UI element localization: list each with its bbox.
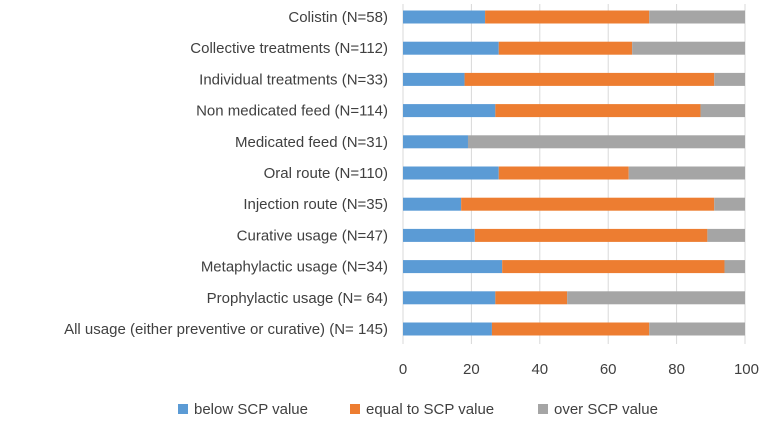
bar-segment bbox=[403, 10, 486, 24]
bar-segment bbox=[628, 166, 745, 180]
bar-segment bbox=[724, 260, 745, 274]
legend-swatch bbox=[178, 404, 188, 414]
bar-segment bbox=[403, 197, 462, 211]
bar-segment bbox=[403, 228, 475, 242]
tick-label: 40 bbox=[531, 361, 548, 378]
bar-segment bbox=[464, 72, 715, 86]
bar-segment bbox=[567, 291, 745, 305]
category-label: Colistin (N=58) bbox=[288, 9, 388, 26]
legend-label: over SCP value bbox=[554, 401, 658, 418]
bar-segment bbox=[714, 72, 745, 86]
category-label: Collective treatments (N=112) bbox=[190, 40, 388, 57]
bar-segment bbox=[498, 41, 633, 55]
bar-segment bbox=[403, 135, 468, 149]
tick-label: 80 bbox=[668, 361, 685, 378]
bar-segment bbox=[707, 228, 745, 242]
legend: below SCP value equal to SCP value over SC… bbox=[178, 401, 658, 418]
category-label: Metaphylactic usage (N=34) bbox=[201, 259, 388, 276]
bar-segment bbox=[461, 197, 715, 211]
tick-label: 20 bbox=[463, 361, 480, 378]
category-label: Individual treatments (N=33) bbox=[199, 71, 388, 88]
category-label: All usage (either preventive or curative… bbox=[64, 321, 388, 338]
bar-segment bbox=[502, 260, 725, 274]
bar-segment bbox=[495, 291, 568, 305]
bar-segment bbox=[403, 41, 499, 55]
bar-segment bbox=[649, 10, 745, 24]
legend-label: below SCP value bbox=[194, 401, 308, 418]
bars bbox=[403, 10, 745, 336]
category-labels: Colistin (N=58) Collective treatments (N=… bbox=[64, 9, 388, 338]
legend-swatch bbox=[538, 404, 548, 414]
bar-segment bbox=[403, 104, 496, 118]
bar-segment bbox=[403, 72, 465, 86]
bar-segment bbox=[649, 322, 745, 336]
bar-segment bbox=[403, 260, 503, 274]
bar-segment bbox=[495, 104, 701, 118]
tick-label: 60 bbox=[600, 361, 617, 378]
bar-segment bbox=[485, 10, 650, 24]
bar-segment bbox=[403, 322, 492, 336]
bar-segment bbox=[714, 197, 745, 211]
tick-label: 0 bbox=[399, 361, 407, 378]
bar-segment bbox=[700, 104, 745, 118]
legend-swatch bbox=[350, 404, 360, 414]
legend-label: equal to SCP value bbox=[366, 401, 494, 418]
x-axis-ticks: 0 20 40 60 80 100 bbox=[399, 361, 759, 378]
bar-segment bbox=[491, 322, 650, 336]
bar-segment bbox=[632, 41, 745, 55]
bar-segment bbox=[403, 166, 499, 180]
bar-segment bbox=[403, 291, 496, 305]
category-label: Curative usage (N=47) bbox=[237, 227, 388, 244]
category-label: Prophylactic usage (N= 64) bbox=[207, 290, 388, 307]
category-label: Non medicated feed (N=114) bbox=[196, 103, 388, 120]
category-label: Oral route (N=110) bbox=[264, 165, 388, 182]
bar-segment bbox=[467, 135, 745, 149]
bar-segment bbox=[474, 228, 708, 242]
tick-label: 100 bbox=[734, 361, 759, 378]
category-label: Medicated feed (N=31) bbox=[235, 134, 388, 151]
bar-segment bbox=[498, 166, 629, 180]
category-label: Injection route (N=35) bbox=[243, 196, 388, 213]
